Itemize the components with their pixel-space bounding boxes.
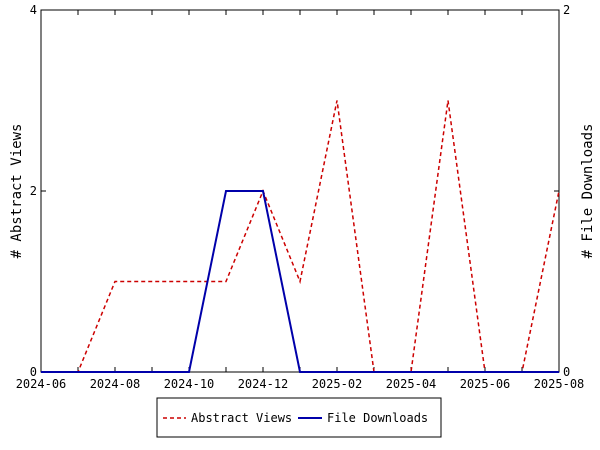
x-tick-label: 2024-06 [16, 377, 67, 391]
x-tick-label: 2025-04 [386, 377, 437, 391]
legend: Abstract Views File Downloads [156, 397, 442, 438]
legend-label-abstract-views: Abstract Views [191, 411, 292, 425]
y-right-tick-label: 0 [563, 365, 570, 379]
legend-box [156, 397, 442, 438]
y-left-tick-label: 2 [30, 184, 37, 198]
x-tick-label: 2025-06 [460, 377, 511, 391]
legend-label-file-downloads: File Downloads [327, 411, 428, 425]
y-left-tick-label: 4 [30, 3, 37, 17]
x-tick-label: 2024-08 [90, 377, 141, 391]
x-tick-label: 2024-12 [238, 377, 289, 391]
plot-frame [40, 9, 560, 373]
y-axis-right-label: # File Downloads [580, 124, 596, 259]
series-line-abstract-views [41, 100, 560, 373]
y-right-tick-label: 2 [563, 3, 570, 17]
series-line-file-downloads [41, 190, 559, 373]
x-tick-label: 2025-02 [312, 377, 363, 391]
x-tick-label: 2025-08 [534, 377, 585, 391]
plot-area: 2024-06 2024-08 2024-10 2024-12 2025-02 2025-… [16, 3, 585, 391]
y-axis-left-label: # Abstract Views [9, 124, 25, 259]
y-left-tick-label: 0 [30, 365, 37, 379]
x-tick-label: 2024-10 [164, 377, 215, 391]
